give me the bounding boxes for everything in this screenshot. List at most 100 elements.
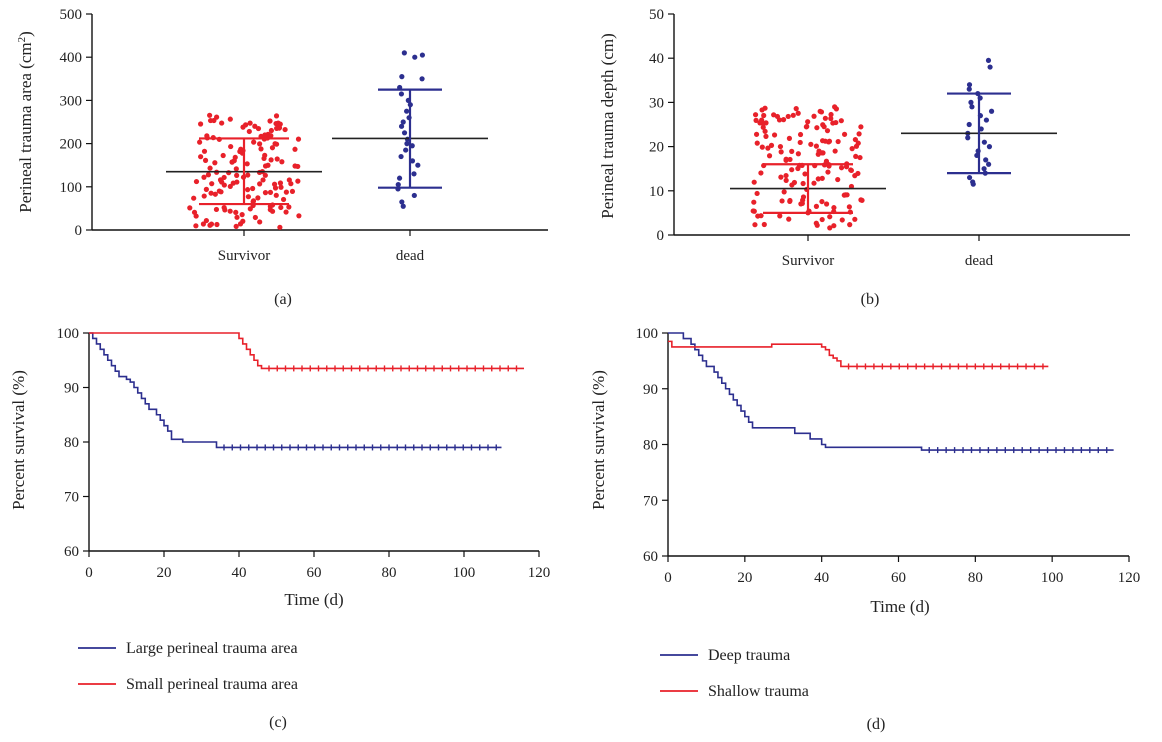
data-point <box>783 172 789 179</box>
data-point <box>404 141 410 147</box>
data-point <box>760 124 766 130</box>
y-axis-label: Percent survival (%) <box>9 370 28 510</box>
data-point <box>202 157 209 163</box>
y-tick-label: 100 <box>60 180 83 196</box>
data-point <box>251 139 257 145</box>
data-point <box>233 166 239 172</box>
y-tick-label: 30 <box>649 95 664 111</box>
data-point <box>787 156 793 163</box>
data-point <box>778 174 784 180</box>
data-point <box>858 124 864 130</box>
data-point <box>262 190 269 196</box>
data-point <box>212 160 218 166</box>
data-point <box>198 154 204 160</box>
data-point <box>762 128 768 134</box>
data-point <box>799 200 805 206</box>
data-point <box>227 116 233 122</box>
y-tick-label: 100 <box>636 326 659 342</box>
data-point <box>838 165 845 171</box>
data-point <box>273 192 279 198</box>
x-tick-label: 0 <box>85 565 93 581</box>
data-point <box>828 115 834 122</box>
data-point <box>965 135 971 141</box>
data-point <box>768 142 775 148</box>
data-point <box>398 91 405 97</box>
data-point <box>286 204 292 210</box>
legend-label: Small perineal trauma area <box>126 676 298 693</box>
data-point <box>761 112 767 119</box>
data-point <box>841 131 848 137</box>
data-point <box>988 108 995 114</box>
data-point <box>258 146 264 152</box>
series-line <box>89 332 524 370</box>
data-point <box>819 216 825 223</box>
data-point <box>262 163 269 169</box>
series-line <box>668 340 1049 368</box>
y-tick-label: 100 <box>57 326 80 342</box>
data-point <box>272 185 279 191</box>
data-point <box>783 177 789 183</box>
data-point <box>968 99 974 105</box>
y-tick-label: 40 <box>649 51 664 67</box>
data-point <box>250 185 256 192</box>
data-point <box>751 199 757 205</box>
data-point <box>280 196 287 203</box>
data-point <box>797 139 803 146</box>
data-point <box>411 171 417 177</box>
data-point <box>201 193 207 199</box>
x-tick-label: 20 <box>737 570 752 586</box>
x-tick-label: dead <box>396 248 425 264</box>
data-point <box>811 113 817 119</box>
y-axis-label: Perineal trauma depth (cm) <box>598 33 617 219</box>
data-point <box>419 76 425 82</box>
data-point <box>789 182 795 188</box>
data-point <box>191 209 198 215</box>
data-point <box>197 121 204 127</box>
data-point <box>849 146 855 152</box>
data-point <box>203 186 209 192</box>
data-point <box>227 208 233 214</box>
data-point <box>831 205 837 211</box>
y-tick-label: 80 <box>643 438 658 454</box>
data-point <box>805 119 811 125</box>
x-tick-label: 120 <box>1118 570 1141 586</box>
data-point <box>754 190 760 197</box>
x-axis-label: Time (d) <box>870 597 929 616</box>
data-point <box>219 120 225 126</box>
data-point <box>411 192 417 199</box>
data-point <box>274 125 280 131</box>
data-point <box>819 175 825 181</box>
panel-label: (d) <box>867 716 886 733</box>
data-point <box>753 131 760 137</box>
x-tick-label: 20 <box>157 565 172 581</box>
y-tick-label: 0 <box>657 228 665 244</box>
data-point <box>257 141 263 147</box>
data-point <box>986 161 992 167</box>
y-tick-label: 50 <box>649 7 664 23</box>
data-point <box>823 201 830 207</box>
data-point <box>399 74 405 80</box>
data-point <box>983 157 989 163</box>
data-point <box>234 172 240 178</box>
data-point <box>201 174 207 180</box>
legend-label: Large perineal trauma area <box>126 640 298 657</box>
data-point <box>827 214 833 220</box>
data-point <box>846 204 852 210</box>
data-point <box>786 216 792 222</box>
y-tick-label: 60 <box>64 544 79 560</box>
data-point <box>833 119 839 126</box>
data-point <box>981 166 987 172</box>
data-point <box>966 82 973 88</box>
data-point <box>252 123 258 129</box>
data-point <box>835 138 841 145</box>
y-tick-label: 400 <box>60 50 83 66</box>
data-point <box>398 123 405 129</box>
x-axis-label: Time (d) <box>284 590 343 609</box>
data-point <box>757 120 763 126</box>
series-line <box>89 332 502 449</box>
panel-c: Percent survival (%) Time (d) (c) 60 70 80… <box>9 326 550 731</box>
data-point <box>207 112 213 118</box>
data-point <box>966 174 973 181</box>
data-point <box>780 117 787 123</box>
